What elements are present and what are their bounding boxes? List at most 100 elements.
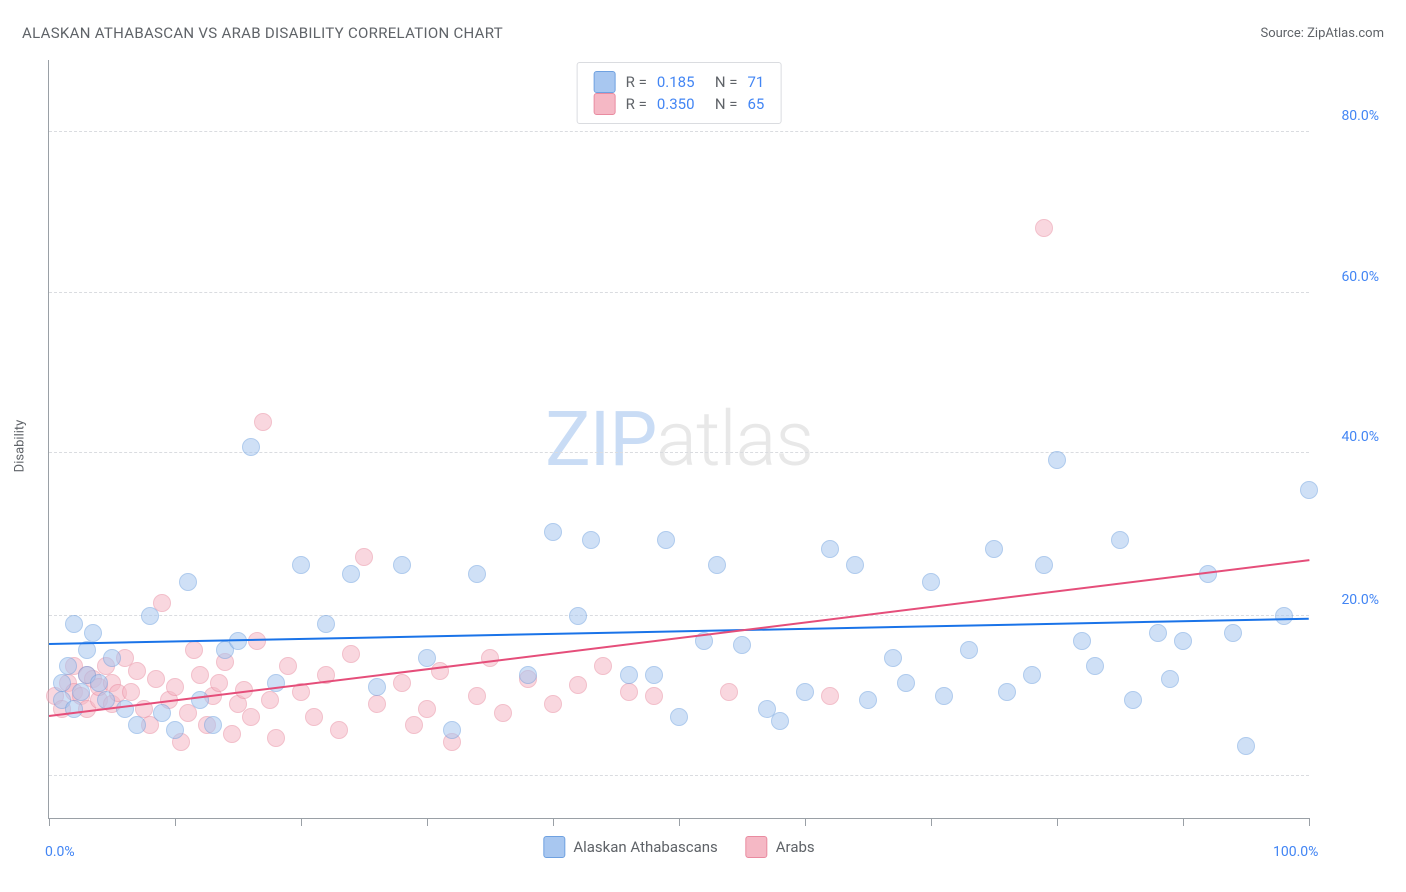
data-point [153,704,171,722]
data-point [998,683,1016,701]
x-tick [931,818,932,826]
plot-area: ZIPatlas R =0.185N =71R =0.350N =65 Alas… [48,60,1309,819]
data-point [53,674,71,692]
data-point [1124,691,1142,709]
watermark: ZIPatlas [545,394,813,484]
data-point [90,674,108,692]
data-point [657,531,675,549]
n-label: N = [715,95,738,113]
data-point [468,565,486,583]
y-tick-label: 60.0% [1341,269,1379,285]
data-point [116,700,134,718]
data-point [191,666,209,684]
series-legend: Alaskan AthabascansArabs [543,836,814,858]
data-point [821,687,839,705]
y-tick-label: 20.0% [1341,592,1379,608]
data-point [223,725,241,743]
data-point [103,649,121,667]
data-point [985,540,1003,558]
data-point [771,712,789,730]
data-point [128,662,146,680]
data-point [519,666,537,684]
legend-stats-box: R =0.185N =71R =0.350N =65 [577,62,782,124]
grid-line [49,452,1309,453]
data-point [620,683,638,701]
data-point [248,632,266,650]
grid-line [49,131,1309,132]
data-point [368,678,386,696]
data-point [821,540,839,558]
data-point [261,691,279,709]
data-point [544,523,562,541]
data-point [210,674,228,692]
data-point [84,624,102,642]
y-axis-label: Disability [13,420,28,473]
data-point [935,687,953,705]
data-point [1023,666,1041,684]
data-point [1224,624,1242,642]
data-point [582,531,600,549]
data-point [1035,219,1053,237]
watermark-left: ZIP [545,394,656,484]
data-point [305,708,323,726]
data-point [1048,451,1066,469]
x-tick-label: 0.0% [45,844,75,860]
data-point [645,666,663,684]
r-label: R = [626,73,647,91]
data-point [884,649,902,667]
data-point [355,548,373,566]
data-point [166,678,184,696]
data-point [1237,737,1255,755]
data-point [342,645,360,663]
y-tick-label: 40.0% [1341,429,1379,445]
data-point [720,683,738,701]
legend-swatch [594,71,616,93]
data-point [569,607,587,625]
data-point [166,721,184,739]
data-point [279,657,297,675]
data-point [1174,632,1192,650]
data-point [1149,624,1167,642]
data-point [443,721,461,739]
data-point [569,676,587,694]
data-point [393,556,411,574]
data-point [468,687,486,705]
legend-swatch [594,93,616,115]
x-tick [49,818,50,826]
data-point [418,700,436,718]
x-tick [805,818,806,826]
data-point [128,716,146,734]
grid-line [49,615,1309,616]
data-point [1300,481,1318,499]
data-point [645,687,663,705]
data-point [1035,556,1053,574]
legend-stats-row: R =0.185N =71 [594,71,765,93]
data-point [1086,657,1104,675]
chart-title: ALASKAN ATHABASCAN VS ARAB DISABILITY CO… [22,24,503,42]
data-point [859,691,877,709]
data-point [1161,670,1179,688]
data-point [141,607,159,625]
legend-swatch [746,836,768,858]
data-point [122,683,140,701]
data-point [670,708,688,726]
data-point [242,438,260,456]
data-point [922,573,940,591]
data-point [65,700,83,718]
x-tick [1183,818,1184,826]
data-point [267,729,285,747]
data-point [405,716,423,734]
grid-line [49,775,1309,776]
legend-swatch [543,836,565,858]
data-point [1111,531,1129,549]
data-point [254,413,272,431]
data-point [59,657,77,675]
n-value: 65 [747,95,764,113]
x-tick [679,818,680,826]
source-attribution: Source: ZipAtlas.com [1260,26,1384,41]
data-point [204,716,222,734]
r-label: R = [626,95,647,113]
data-point [708,556,726,574]
data-point [897,674,915,692]
data-point [292,556,310,574]
